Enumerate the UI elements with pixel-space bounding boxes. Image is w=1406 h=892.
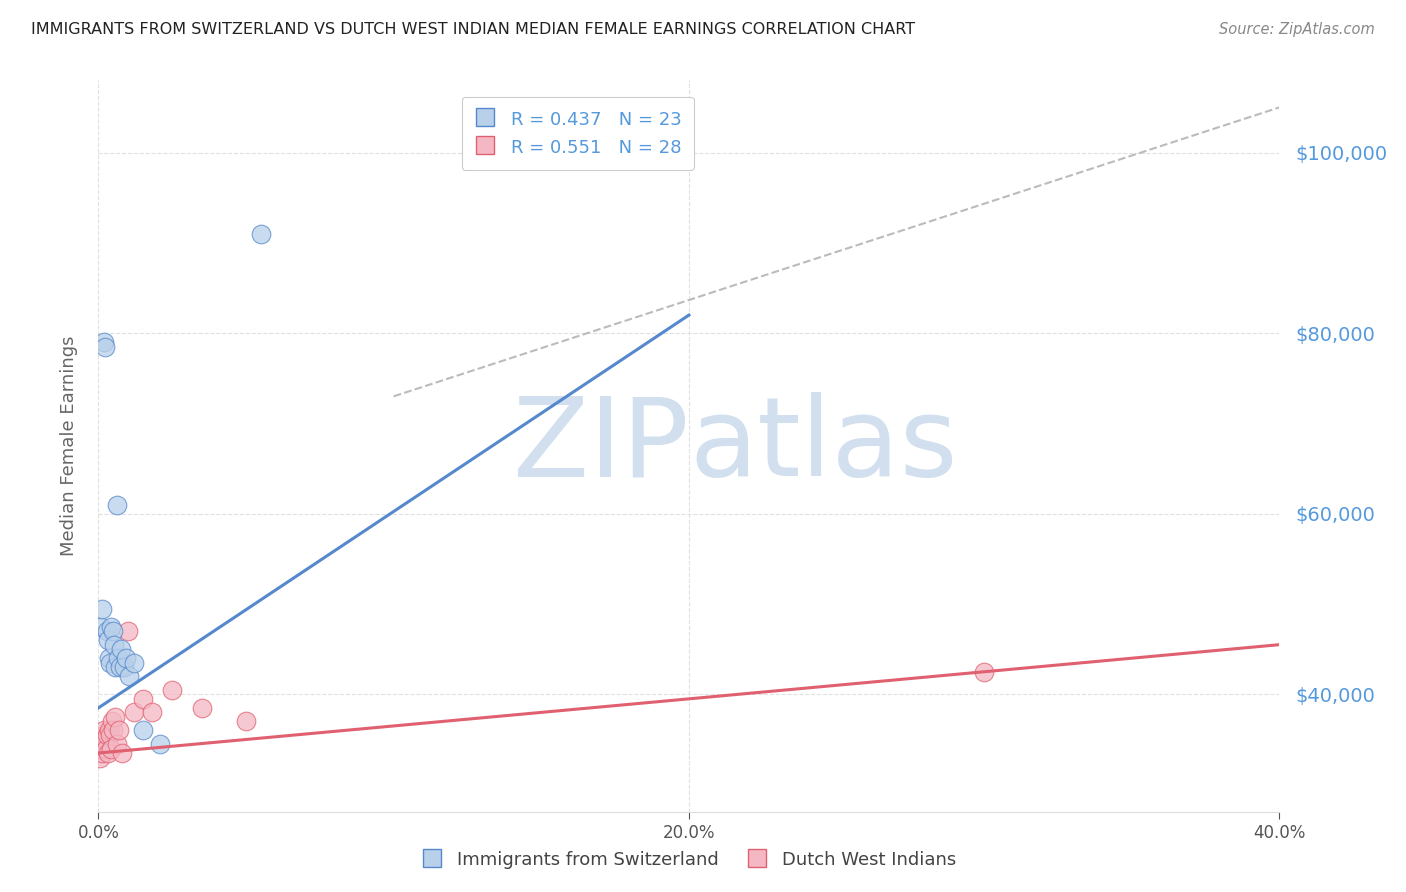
Point [162, 682, 183, 697]
Point [104, 660, 127, 674]
Point [108, 723, 131, 738]
Point [132, 691, 155, 706]
Point [94, 732, 117, 747]
Point [97, 651, 120, 665]
Point [101, 624, 124, 639]
Point [110, 642, 132, 657]
Point [111, 746, 134, 760]
Point [91, 601, 114, 615]
Point [118, 669, 141, 683]
Point [97, 723, 120, 738]
Point [97, 633, 120, 648]
Point [90, 619, 112, 633]
Point [105, 498, 128, 512]
Point [96, 728, 118, 742]
Point [93, 723, 115, 738]
Point [100, 741, 122, 756]
Point [93, 728, 115, 742]
Point [90, 737, 112, 751]
Point [98, 656, 121, 670]
Text: IMMIGRANTS FROM SWITZERLAND VS DUTCH WEST INDIAN MEDIAN FEMALE EARNINGS CORRELAT: IMMIGRANTS FROM SWITZERLAND VS DUTCH WES… [31, 22, 915, 37]
Point [103, 723, 125, 738]
Point [103, 638, 125, 652]
Point [107, 651, 129, 665]
Point [114, 651, 136, 665]
Point [117, 624, 139, 639]
Point [250, 227, 273, 241]
Point [112, 660, 135, 674]
Point [98, 728, 121, 742]
Point [100, 619, 122, 633]
Point [91, 732, 114, 747]
Text: atlas: atlas [689, 392, 957, 500]
Point [141, 706, 163, 720]
Legend: Immigrants from Switzerland, Dutch West Indians: Immigrants from Switzerland, Dutch West … [413, 844, 965, 876]
Point [122, 706, 145, 720]
Point [94, 741, 117, 756]
Point [235, 714, 257, 729]
Point [122, 656, 145, 670]
Point [108, 660, 131, 674]
Point [191, 701, 214, 715]
Text: Source: ZipAtlas.com: Source: ZipAtlas.com [1219, 22, 1375, 37]
Point [973, 665, 995, 679]
Point [96, 624, 118, 639]
Point [149, 737, 172, 751]
Y-axis label: Median Female Earnings: Median Female Earnings [59, 335, 77, 557]
Point [94, 340, 117, 354]
Point [91, 746, 114, 760]
Point [90, 741, 112, 756]
Point [105, 737, 128, 751]
Text: ZIP: ZIP [513, 392, 689, 500]
Point [100, 714, 122, 729]
Point [93, 335, 115, 350]
Point [132, 723, 155, 738]
Point [104, 710, 127, 724]
Point [97, 746, 120, 760]
Point [89, 750, 111, 764]
